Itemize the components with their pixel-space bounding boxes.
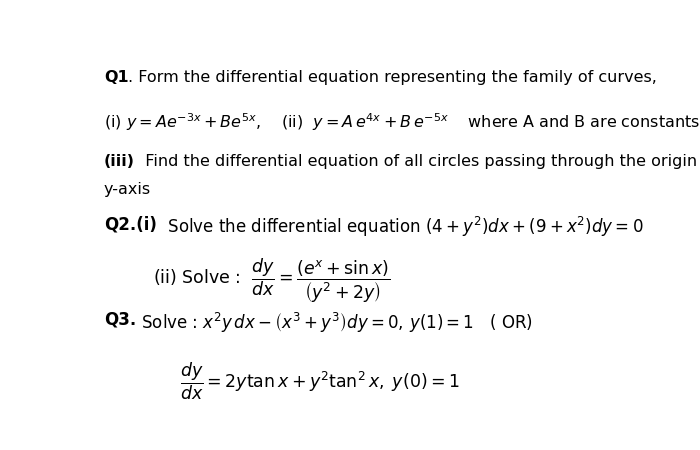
Text: $\dfrac{dy}{dx} = 2y\tan x + y^{2}\tan^{2} x,\; y(0) = 1$: $\dfrac{dy}{dx} = 2y\tan x + y^{2}\tan^{… — [180, 360, 459, 402]
Text: Q1: Q1 — [104, 70, 128, 85]
Text: (iii): (iii) — [104, 154, 135, 170]
Text: Q2.(i): Q2.(i) — [104, 215, 157, 233]
Text: (ii) Solve :  $\dfrac{dy}{dx} = \dfrac{\left(e^{x} + \sin x\right)}{\left(y^{2} : (ii) Solve : $\dfrac{dy}{dx} = \dfrac{\l… — [153, 256, 390, 305]
Text: Q3.: Q3. — [104, 310, 136, 328]
Text: (i) $y = Ae^{-3x} + Be^{5x}$,    (ii)  $y = A\,e^{4x} + B\,e^{-5x}$    where A a: (i) $y = Ae^{-3x} + Be^{5x}$, (ii) $y = … — [104, 111, 700, 133]
Text: Solve : $x^2y\,dx - \left(x^3 + y^3\right)dy = 0,\,y(1) = 1$   ( OR): Solve : $x^2y\,dx - \left(x^3 + y^3\righ… — [136, 310, 533, 334]
Text: y-axis: y-axis — [104, 182, 151, 197]
Text: . Form the differential equation representing the family of curves,: . Form the differential equation represe… — [128, 70, 657, 85]
Text: Solve the differential equation $(4 + y^2)dx + (9 + x^2)dy = 0$: Solve the differential equation $(4 + y^… — [157, 215, 643, 239]
Text: Find the differential equation of all circles passing through the origin and hav: Find the differential equation of all ci… — [135, 154, 700, 170]
